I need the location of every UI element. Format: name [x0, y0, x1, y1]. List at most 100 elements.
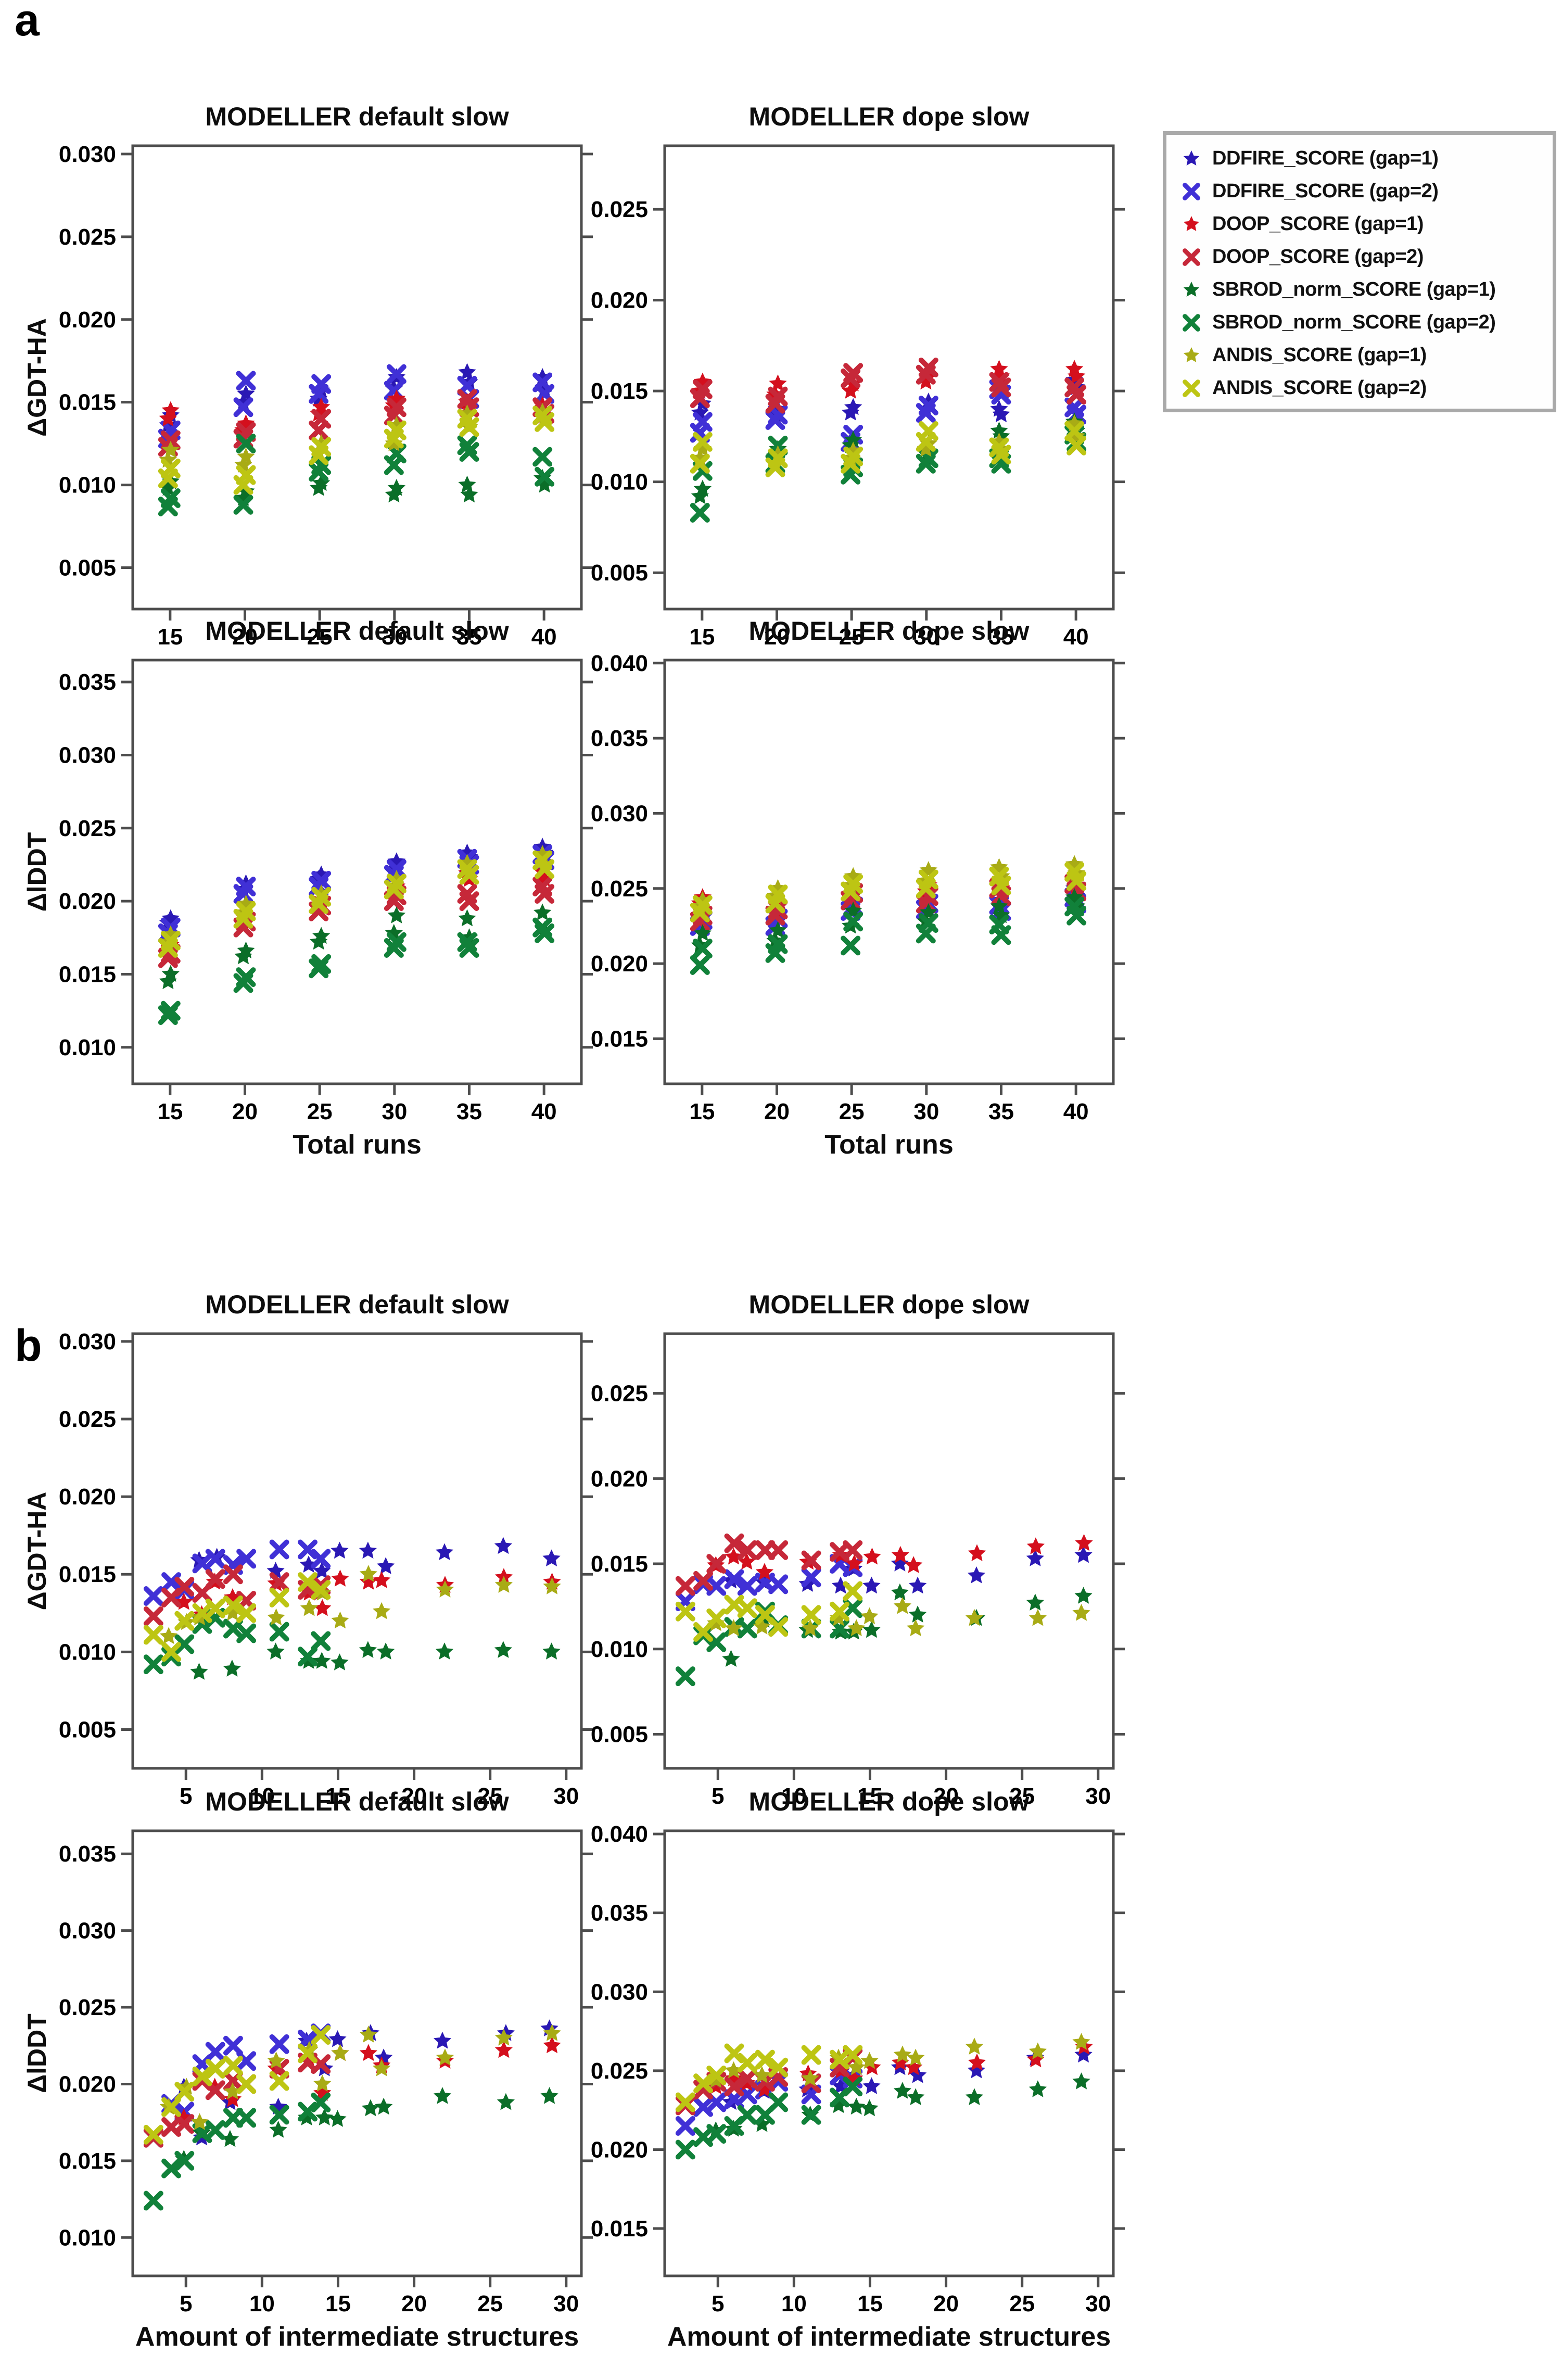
svg-text:0.035: 0.035 — [59, 669, 116, 695]
svg-text:5: 5 — [180, 2291, 192, 2316]
svg-text:0.020: 0.020 — [59, 307, 116, 333]
svg-text:15: 15 — [325, 2291, 351, 2316]
svg-text:20: 20 — [401, 2291, 427, 2316]
series-andis-score-gap-2- — [143, 2025, 331, 2145]
svg-text:0.020: 0.020 — [591, 1466, 648, 1491]
series-sbrod-norm-score-gap-2- — [158, 917, 555, 1026]
svg-text:ΔGDT-HA: ΔGDT-HA — [22, 318, 52, 437]
legend-item: ANDIS_SCORE (gap=2) — [1178, 372, 1553, 404]
legend-item-label: DDFIRE_SCORE (gap=2) — [1212, 180, 1439, 202]
svg-text:0.025: 0.025 — [59, 224, 116, 250]
scatter-plot-b-lddt-default-slow: MODELLER default slow 0.010 0.015 0.020 0.02… — [22, 1787, 593, 2352]
svg-text:Total runs: Total runs — [293, 1130, 421, 1160]
legend-item: DDFIRE_SCORE (gap=1) — [1178, 142, 1553, 175]
series-ddfire-score-gap-2- — [158, 364, 555, 449]
svg-text:40: 40 — [1063, 1099, 1089, 1124]
series-sbrod-norm-score-gap-1- — [691, 888, 1086, 953]
svg-text:30: 30 — [1085, 2291, 1111, 2316]
svg-text:Amount of intermediate structu: Amount of intermediate structures — [667, 2322, 1111, 2352]
svg-text:10: 10 — [249, 1783, 275, 1809]
series-ddfire-score-gap-1- — [691, 879, 1086, 929]
svg-text:30: 30 — [553, 2291, 579, 2316]
legend-item-label: ANDIS_SCORE (gap=2) — [1212, 377, 1427, 399]
series-ddfire-score-gap-1- — [691, 371, 1086, 423]
svg-text:0.025: 0.025 — [59, 1995, 116, 2020]
series-sbrod-norm-score-gap-1- — [159, 903, 554, 990]
series-sbrod-norm-score-gap-2- — [143, 2092, 331, 2211]
svg-text:20: 20 — [232, 1099, 258, 1124]
legend-item-label: DDFIRE_SCORE (gap=1) — [1212, 147, 1439, 169]
series-doop-score-gap-2- — [158, 389, 555, 457]
svg-text:MODELLER default slow: MODELLER default slow — [205, 102, 509, 131]
svg-text:20: 20 — [933, 1783, 959, 1809]
svg-text:0.010: 0.010 — [59, 1639, 116, 1665]
svg-text:25: 25 — [1009, 1783, 1035, 1809]
svg-text:15: 15 — [857, 1783, 883, 1809]
legend-item-label: SBROD_norm_SCORE (gap=2) — [1212, 311, 1496, 333]
svg-text:0.010: 0.010 — [59, 473, 116, 498]
svg-text:MODELLER default slow: MODELLER default slow — [205, 616, 509, 645]
svg-text:MODELLER default slow: MODELLER default slow — [205, 1290, 509, 1319]
series-sbrod-norm-score-gap-2- — [690, 424, 1087, 523]
series-andis-score-gap-1- — [159, 845, 554, 950]
series-ddfire-score-gap-1- — [159, 363, 554, 433]
svg-text:0.005: 0.005 — [591, 1722, 648, 1748]
legend-item-label: SBROD_norm_SCORE (gap=1) — [1212, 278, 1496, 300]
svg-text:10: 10 — [781, 2291, 807, 2316]
svg-text:0.020: 0.020 — [59, 889, 116, 914]
series-sbrod-norm-score-gap-1- — [159, 469, 554, 506]
star-marker-icon — [1183, 347, 1200, 362]
svg-text:MODELLER default slow: MODELLER default slow — [205, 1787, 509, 1816]
series-sbrod-norm-score-gap-1- — [190, 1641, 561, 1680]
svg-text:ΔGDT-HA: ΔGDT-HA — [22, 1492, 52, 1611]
svg-text:15: 15 — [157, 1099, 183, 1124]
svg-text:Amount of intermediate structu: Amount of intermediate structures — [135, 2322, 579, 2352]
svg-text:0.010: 0.010 — [59, 1035, 116, 1060]
svg-text:0.025: 0.025 — [59, 816, 116, 841]
svg-text:0.010: 0.010 — [591, 1637, 648, 1662]
svg-text:0.005: 0.005 — [591, 560, 648, 586]
svg-text:15: 15 — [157, 624, 183, 650]
svg-text:30: 30 — [382, 1099, 407, 1124]
svg-text:15: 15 — [325, 1783, 351, 1809]
svg-text:0.025: 0.025 — [591, 2058, 648, 2084]
series-andis-score-gap-1- — [691, 855, 1086, 914]
svg-text:0.030: 0.030 — [59, 742, 116, 768]
svg-text:0.015: 0.015 — [59, 961, 116, 987]
svg-text:10: 10 — [249, 2291, 275, 2316]
svg-text:0.015: 0.015 — [59, 390, 116, 415]
svg-text:0.030: 0.030 — [59, 1329, 116, 1354]
svg-text:0.020: 0.020 — [591, 288, 648, 313]
series-sbrod-norm-score-gap-2- — [143, 1607, 331, 1675]
svg-text:0.030: 0.030 — [591, 1979, 648, 2005]
svg-text:ΔlDDT: ΔlDDT — [22, 832, 52, 912]
panel-a-label: a — [15, 0, 40, 45]
svg-text:20: 20 — [764, 1099, 790, 1124]
svg-text:30: 30 — [1085, 1783, 1111, 1809]
svg-text:15: 15 — [857, 2291, 883, 2316]
svg-text:MODELLER dope slow: MODELLER dope slow — [749, 616, 1030, 645]
series-sbrod-norm-score-gap-2- — [690, 896, 1087, 975]
svg-text:20: 20 — [401, 1783, 427, 1809]
svg-text:35: 35 — [988, 1099, 1014, 1124]
series-andis-score-gap-2- — [158, 406, 555, 495]
series-ddfire-score-gap-2- — [690, 379, 1087, 452]
svg-text:35: 35 — [456, 624, 482, 650]
svg-text:0.025: 0.025 — [59, 1407, 116, 1432]
star-marker-icon — [1183, 216, 1200, 231]
star-marker-icon — [1183, 281, 1200, 297]
panel-b-label: b — [15, 1321, 42, 1371]
svg-text:0.020: 0.020 — [59, 2071, 116, 2097]
legend-item: DOOP_SCORE (gap=1) — [1178, 208, 1553, 240]
svg-text:0.020: 0.020 — [59, 1484, 116, 1510]
svg-text:20: 20 — [232, 624, 258, 650]
svg-text:40: 40 — [1063, 624, 1089, 650]
svg-text:0.020: 0.020 — [591, 2137, 648, 2162]
series-andis-score-gap-2- — [675, 1581, 863, 1642]
x-marker-icon — [1183, 379, 1200, 397]
svg-text:25: 25 — [839, 1099, 865, 1124]
svg-text:25: 25 — [307, 1099, 333, 1124]
series-andis-score-gap-1- — [707, 1597, 1090, 1637]
legend-rows: DDFIRE_SCORE (gap=1) DDFIRE_SCORE (gap=2)… — [1166, 135, 1553, 404]
svg-text:0.020: 0.020 — [591, 951, 648, 977]
